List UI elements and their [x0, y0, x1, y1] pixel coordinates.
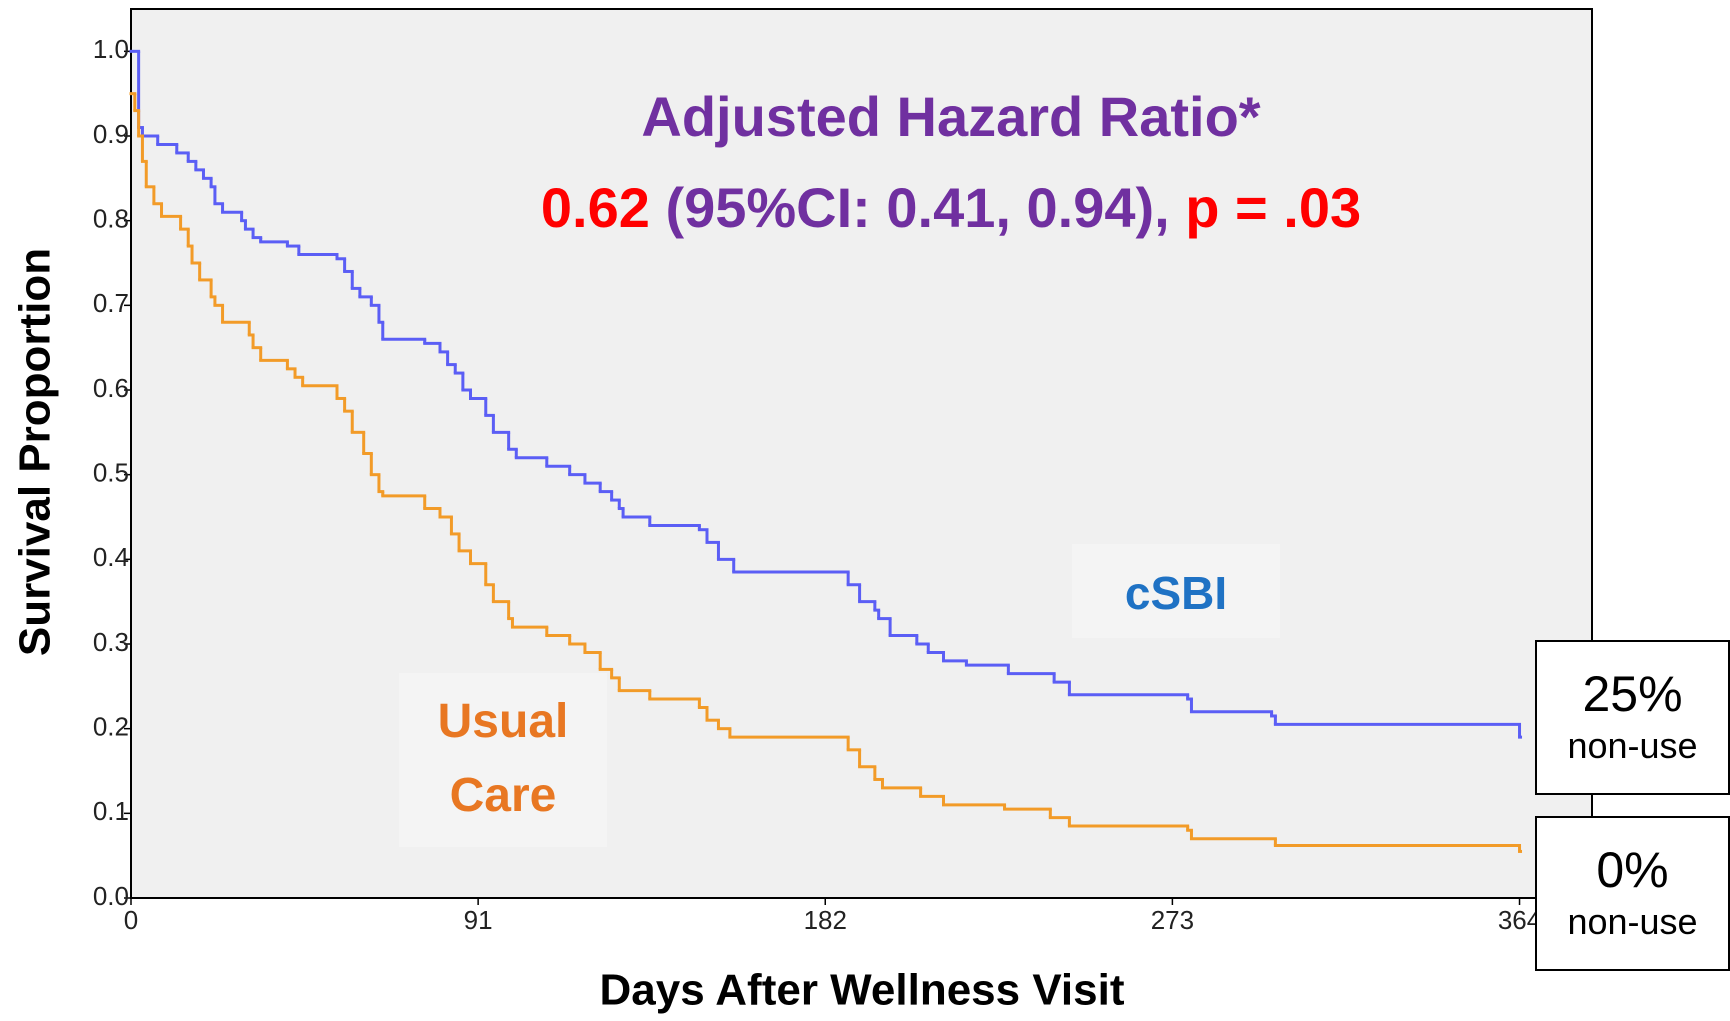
plot-area: [130, 8, 1593, 899]
y-tick-label: 1.0: [93, 34, 129, 64]
y-tick-label: 0.4: [93, 542, 129, 572]
y-tick-label: 0.5: [93, 458, 129, 488]
y-tick-label: 0.3: [93, 627, 129, 657]
end-text: non-use: [1567, 901, 1698, 942]
y-tick-label: 0.2: [93, 712, 129, 742]
y-tick-label: 0.9: [93, 119, 129, 149]
x-tick-label: 182: [804, 905, 847, 935]
series-label: cSBI: [1125, 567, 1227, 619]
x-tick-label: 273: [1151, 905, 1194, 935]
end-percent: 0%: [1596, 842, 1669, 898]
annotation-title: Adjusted Hazard Ratio*: [641, 85, 1260, 148]
y-tick-label: 0.6: [93, 373, 129, 403]
y-tick-label: 0.1: [93, 796, 129, 826]
hr-estimate: 0.62: [541, 176, 650, 239]
end-box: 0% non-use: [1535, 816, 1730, 971]
x-axis-title: Days After Wellness Visit: [600, 966, 1125, 1015]
y-tick-label: 0.7: [93, 288, 129, 318]
y-axis-title: Survival Proportion: [11, 248, 60, 656]
p-value: p = .03: [1185, 176, 1361, 239]
hr-interval: (95%CI: 0.41, 0.94),: [665, 176, 1169, 239]
y-tick-label: 0.8: [93, 204, 129, 234]
series-label: Usual Care: [399, 673, 607, 847]
x-tick-label: 364: [1498, 905, 1541, 935]
annotation-stats: 0.62 (95%CI: 0.41, 0.94), p = .03: [541, 176, 1361, 239]
x-tick-label: 91: [464, 905, 493, 935]
y-tick-label: 0.0: [93, 881, 129, 911]
end-percent: 25%: [1582, 666, 1683, 722]
label-bg: [1072, 544, 1280, 638]
end-box: 25% non-use: [1535, 640, 1730, 795]
end-text: non-use: [1567, 725, 1698, 766]
x-tick-label: 0: [124, 905, 138, 935]
